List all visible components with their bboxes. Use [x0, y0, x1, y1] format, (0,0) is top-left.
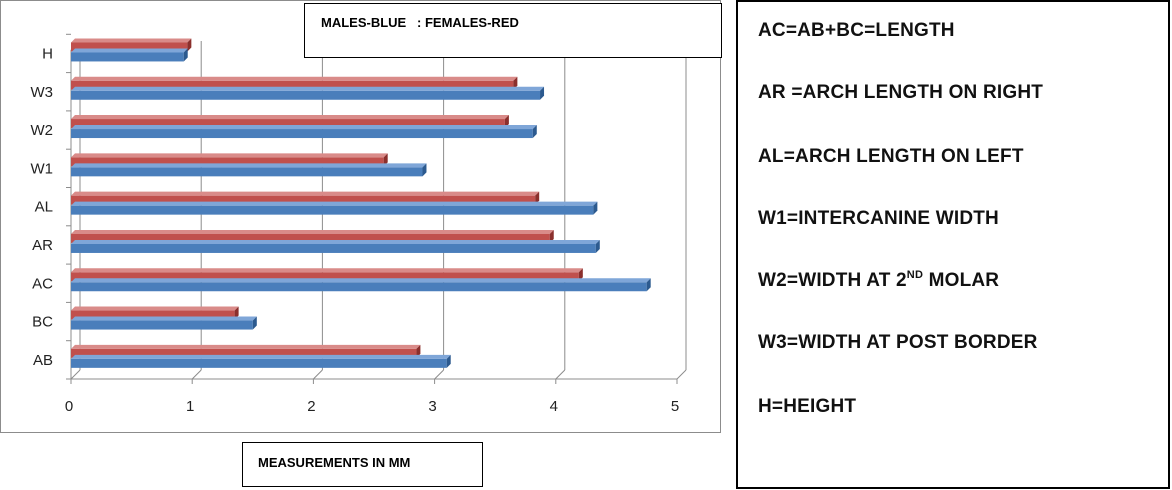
key-line-ar: AR =ARCH LENGTH ON RIGHT [758, 82, 1043, 104]
male-bar-side [532, 125, 537, 139]
male-bar [71, 52, 184, 62]
male-bar-top [71, 354, 451, 359]
key-line-w3: W3=WIDTH AT POST BORDER [758, 332, 1038, 354]
floor-gridline [191, 369, 202, 380]
male-bar [71, 205, 594, 215]
key-line-superscript: ND [906, 269, 924, 281]
female-bar-top [71, 306, 239, 311]
female-bar-top [71, 268, 583, 273]
female-bar-top [71, 191, 540, 196]
female-bar-side [416, 344, 421, 358]
x-axis-label: MEASUREMENTS IN MM [242, 442, 483, 487]
floor-gridline [555, 369, 566, 380]
male-bar [71, 320, 253, 330]
female-bar-side [513, 76, 518, 90]
male-bar [71, 243, 596, 253]
female-bar-side [383, 153, 388, 167]
floor-gridline [313, 369, 323, 380]
key-line-w2: W2=WIDTH AT 2ND MOLAR [758, 270, 999, 292]
key-line-text: W1=INTERCANINE WIDTH [758, 208, 999, 229]
male-bar-side [540, 86, 545, 100]
x-tick-label: 4 [550, 398, 558, 415]
male-bar-top [71, 48, 188, 53]
key-line-h: H=HEIGHT [758, 396, 856, 418]
female-bar [71, 119, 505, 129]
female-bar-side [187, 38, 192, 52]
key-line-text: AC=AB+BC=LENGTH [758, 20, 955, 41]
key-line-text: W2=WIDTH AT 2 [758, 270, 907, 291]
male-bar-top [71, 278, 651, 283]
female-bar-side [549, 229, 554, 243]
female-bar [71, 348, 417, 358]
male-bar-top [71, 86, 545, 91]
key-line-ac: AC=AB+BC=LENGTH [758, 20, 955, 42]
chart-frame: 0 1 2 3 4 5 AB BC AC AR AL W1 W2 W3 H MALES-BLUE : FEM… [0, 0, 722, 433]
male-bar-side [183, 48, 188, 62]
female-bar [71, 80, 514, 90]
x-tick-label: 1 [186, 398, 194, 415]
male-bar-side [422, 163, 427, 177]
male-bar [71, 167, 423, 177]
y-tick-label: BC [32, 314, 53, 331]
x-tick-label: 2 [307, 398, 315, 415]
floor-gridline [434, 369, 444, 380]
male-bar-side [595, 239, 600, 253]
female-bar-top [71, 344, 421, 349]
key-line-text: H=HEIGHT [758, 396, 857, 417]
y-tick-label: AR [32, 237, 53, 254]
male-bar-side [252, 316, 257, 330]
female-bar-top [71, 229, 554, 234]
key-line-al: AL=ARCH LENGTH ON LEFT [758, 146, 1024, 168]
male-bar-side [646, 278, 651, 292]
male-bar [71, 282, 647, 292]
key-line-text-after: MOLAR [923, 270, 1000, 291]
x-tick-label: 3 [428, 398, 436, 415]
floor-gridline [676, 369, 687, 380]
y-tick-label: AB [33, 352, 53, 369]
bar-chart: 0 1 2 3 4 5 AB BC AC AR AL W1 W2 W3 H [31, 33, 687, 415]
female-bar [71, 310, 235, 320]
male-bar-top [71, 201, 598, 206]
female-bar-top [71, 76, 518, 81]
key-line-w1: W1=INTERCANINE WIDTH [758, 208, 999, 230]
x-tick-label: 5 [671, 398, 679, 415]
y-tick-label: H [42, 45, 53, 62]
key-line-text: AL=ARCH LENGTH ON LEFT [758, 146, 1024, 167]
x-tick-label: 0 [65, 398, 73, 415]
abbreviation-key: AC=AB+BC=LENGTH AR =ARCH LENGTH ON RIGHT… [736, 0, 1170, 489]
y-tick-label: W2 [31, 122, 54, 139]
y-tick-label: AC [32, 275, 53, 292]
female-bar [71, 195, 536, 205]
y-tick-label: AL [35, 199, 53, 216]
male-bar-side [593, 201, 598, 215]
female-bar-top [71, 153, 388, 158]
female-bar [71, 233, 550, 243]
female-bar [71, 272, 579, 282]
female-bar-side [535, 191, 540, 205]
male-bar-top [71, 163, 427, 168]
y-tick-label: W1 [31, 160, 54, 177]
female-bar-top [71, 115, 509, 120]
y-tick-label: W3 [31, 84, 54, 101]
male-bar-top [71, 125, 537, 130]
female-bar-side [578, 268, 583, 282]
female-bar-side [504, 115, 509, 129]
male-bar [71, 90, 541, 100]
female-bar-side [234, 306, 239, 320]
male-bar-top [71, 316, 257, 321]
female-bar-top [71, 38, 192, 43]
female-bar [71, 157, 384, 167]
male-bar [71, 358, 447, 368]
female-bar [71, 42, 188, 52]
chart-legend: MALES-BLUE : FEMALES-RED [304, 3, 722, 58]
male-bar-side [446, 354, 451, 368]
key-line-text: AR =ARCH LENGTH ON RIGHT [758, 82, 1044, 103]
male-bar-top [71, 239, 600, 244]
male-bar [71, 129, 533, 139]
floor-gridline [70, 369, 81, 380]
key-line-text: W3=WIDTH AT POST BORDER [758, 332, 1038, 353]
